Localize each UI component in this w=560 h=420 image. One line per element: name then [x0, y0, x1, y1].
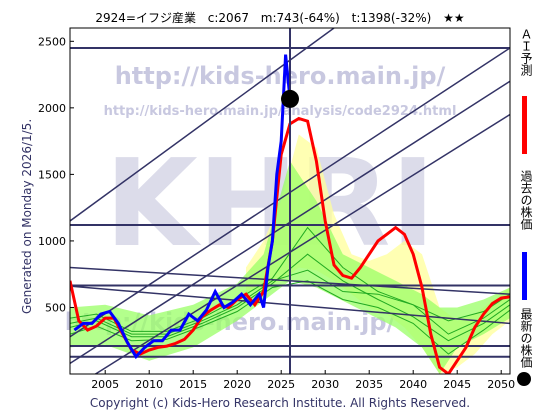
x-tick-label-3: 2020	[223, 378, 251, 391]
legend-label-past: 過去の株価	[519, 170, 533, 230]
title-code-name: 2924=イフジ産業	[95, 11, 196, 25]
title-target: t:1398(-32%)	[351, 11, 432, 25]
x-tick-label-0: 2005	[91, 378, 119, 391]
watermark-url1: http://kids-hero.main.jp/	[115, 62, 446, 90]
legend-label-latest: 最新の株価	[519, 308, 533, 368]
legend-label-ai: ＡＩ予測	[519, 28, 533, 76]
generated-date: Generated on Monday 2026/1/5.	[20, 118, 34, 314]
legend-item-ai: ＡＩ予測	[516, 28, 540, 168]
x-tick-label-2: 2015	[179, 378, 207, 391]
legend-item-past: 過去の株価	[516, 170, 540, 305]
y-tick-label-2: 1500	[38, 168, 66, 181]
x-tick-label-8: 2045	[443, 378, 471, 391]
copyright: Copyright (c) Kids-Hero Research Institu…	[89, 396, 471, 410]
y-tick-label-0: 500	[45, 301, 66, 314]
x-tick-label-1: 2010	[135, 378, 163, 391]
chart-title: 2924=イフジ産業 c:2067 m:743(-64%) t:1398(-32…	[0, 9, 560, 26]
title-current: c:2067	[207, 11, 249, 25]
x-tick-label-4: 2025	[267, 378, 295, 391]
x-tick-label-6: 2035	[355, 378, 383, 391]
legend-item-latest: 最新の株価	[516, 308, 540, 388]
title-mid: m:743(-64%)	[260, 11, 340, 25]
legend-swatch-past	[522, 252, 527, 300]
y-tick-label-1: 1000	[38, 235, 66, 248]
watermark-url2: http://kids-hero.main.jp/analysis/code29…	[104, 104, 457, 119]
legend-dot-latest	[517, 372, 531, 386]
y-tick-label-3: 2000	[38, 102, 66, 115]
series-past-price	[73, 54, 292, 360]
y-tick-label-4: 2500	[38, 35, 66, 48]
x-tick-label-9: 2050	[487, 378, 515, 391]
x-tick-label-7: 2040	[399, 378, 427, 391]
latest-price-marker	[281, 89, 299, 108]
plot-frame	[69, 27, 511, 375]
legend: ＡＩ予測 過去の株価 最新の株価	[516, 28, 540, 388]
legend-swatch-ai	[522, 96, 527, 154]
title-stars: ★★	[443, 11, 465, 25]
x-tick-label-5: 2030	[311, 378, 339, 391]
